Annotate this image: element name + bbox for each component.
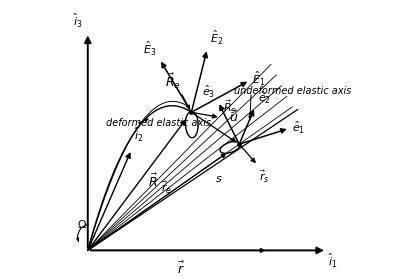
Text: $\hat{i}_2$: $\hat{i}_2$: [134, 126, 144, 144]
Text: $\hat{i}_1$: $\hat{i}_1$: [328, 252, 338, 270]
Text: deformed elastic axis: deformed elastic axis: [106, 117, 211, 128]
Text: $\vec{r}$: $\vec{r}$: [177, 261, 185, 277]
Text: $\hat{E}_3$: $\hat{E}_3$: [143, 40, 157, 58]
Text: $\hat{E}_2$: $\hat{E}_2$: [210, 29, 223, 47]
Text: undeformed elastic axis: undeformed elastic axis: [234, 86, 351, 96]
Text: $s$: $s$: [215, 174, 222, 184]
Text: $\hat{e}_2$: $\hat{e}_2$: [258, 90, 271, 106]
Text: $\vec{R}_s$: $\vec{R}_s$: [223, 99, 237, 116]
Text: $\vec{r}_s$: $\vec{r}_s$: [259, 168, 269, 185]
Text: $\vec{u}$: $\vec{u}$: [229, 110, 238, 125]
Text: $\hat{e}_3$: $\hat{e}_3$: [202, 84, 215, 100]
Text: $\vec{r}_e$: $\vec{r}_e$: [161, 179, 172, 196]
Text: $\Omega$: $\Omega$: [78, 218, 88, 230]
Text: $\hat{i}_3$: $\hat{i}_3$: [73, 12, 82, 30]
Text: $\hat{E}_1$: $\hat{E}_1$: [252, 70, 266, 88]
Text: $\vec{R}_e$: $\vec{R}_e$: [165, 72, 181, 91]
Text: $\vec{R}$: $\vec{R}$: [148, 172, 158, 190]
Text: $\hat{e}_1$: $\hat{e}_1$: [292, 120, 305, 136]
